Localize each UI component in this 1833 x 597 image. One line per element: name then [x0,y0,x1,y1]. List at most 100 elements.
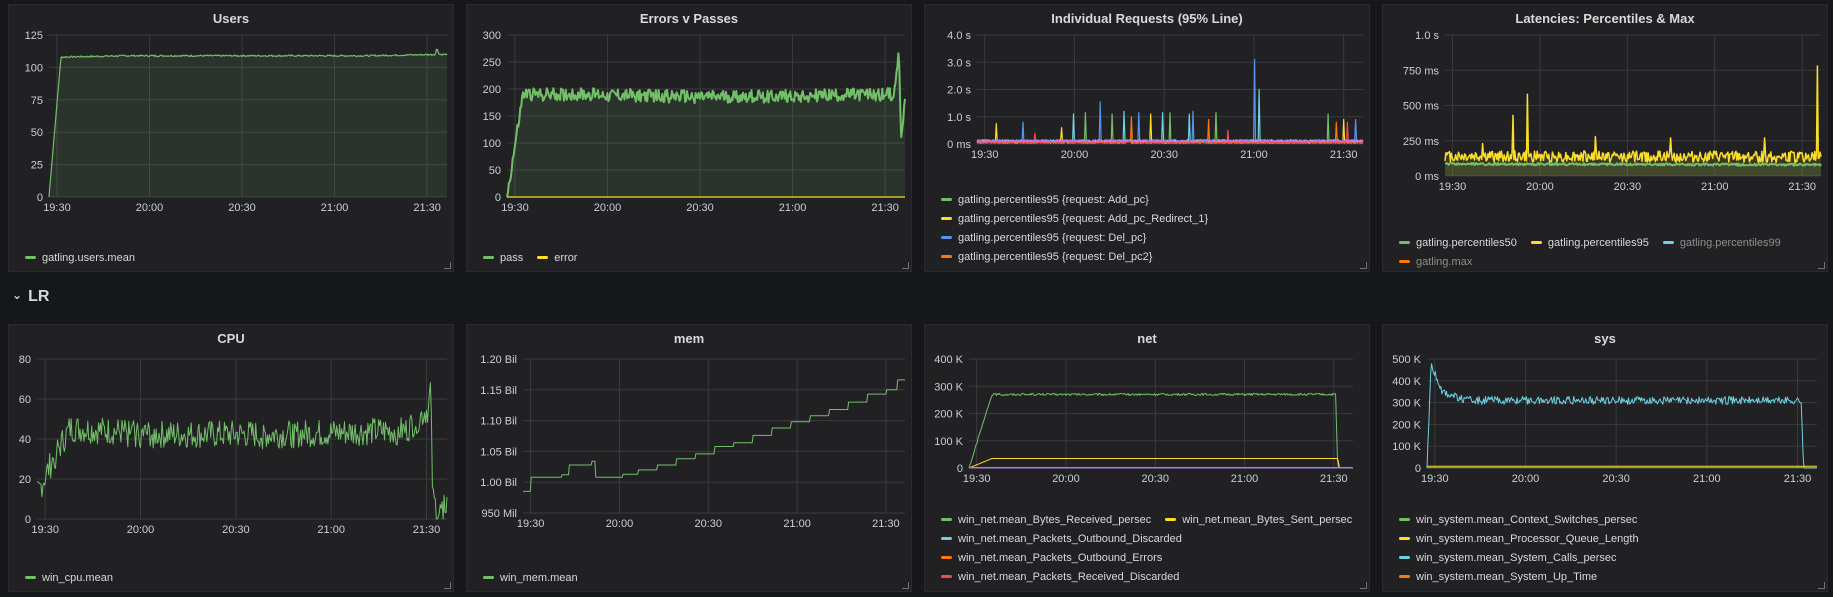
panel-title[interactable]: Users [212,11,250,26]
legend-swatch [1165,517,1177,521]
resize-handle[interactable] [1818,262,1825,269]
legend-row: win_system.mean_System_Calls_persec [1399,549,1819,568]
y-tick-label: 1.00 Bil [480,477,517,489]
legend-item[interactable]: win_mem.mean [483,569,578,588]
legend: gatling.users.mean [25,249,445,268]
panel-title[interactable]: sys [1594,331,1616,346]
legend-label: win_system.mean_Processor_Queue_Length [1416,533,1639,545]
x-tick-label: 19:30 [971,149,999,161]
panel-net[interactable]: net 0 100 K 200 K 300 K 400 K 19:30 20:00 20:30… [924,324,1370,592]
resize-handle[interactable] [902,582,909,589]
panel-title[interactable]: net [1137,331,1157,346]
legend-item[interactable]: gatling.percentiles95 {request: Add_pc_R… [941,210,1208,229]
legend-swatch [1399,574,1410,578]
legend-label: win_net.mean_Bytes_Sent_persec [1182,514,1353,526]
panel-title[interactable]: Errors v Passes [639,11,739,26]
legend-item[interactable]: gatling.percentiles95 {request: Add_pc} [941,191,1149,210]
panel-latencies[interactable]: Latencies: Percentiles & Max 0 ms 250 ms 5… [1382,4,1828,272]
x-tick-label: 20:30 [1602,473,1630,485]
panel-sys[interactable]: sys 0 100 K 200 K 300 K 400 K 500 K 19:30 20:00… [1382,324,1828,592]
x-tick-label: 19:30 [31,524,59,536]
y-tick-label: 950 Mil [482,508,517,520]
axes: 0 50 100 150 200 250 300 19:30 20:00 20:30 21:00 21… [483,30,905,214]
legend-item[interactable]: win_system.mean_Context_Switches_persec [1399,511,1637,530]
resize-handle[interactable] [1360,262,1367,269]
axes: 0 20 40 60 80 19:30 20:00 20:30 21:00 21:30 [19,354,447,536]
legend-label: gatling.max [1416,256,1473,268]
resize-handle[interactable] [444,582,451,589]
series-line [976,138,1364,143]
legend-row: gatling.percentiles95 {request: Add_pc_R… [941,210,1361,229]
row-header-lr[interactable]: ⌄ LR [12,288,49,308]
legend-item[interactable]: win_net.mean_Packets_Received_Discarded [941,568,1179,587]
y-tick-label: 250 ms [1403,136,1440,148]
legend-item[interactable]: win_net.mean_Bytes_Sent_persec [1165,511,1352,530]
legend-item[interactable]: gatling.percentiles50 [1399,234,1517,253]
x-tick-label: 20:00 [1512,473,1540,485]
panel-individual-requests[interactable]: Individual Requests (95% Line) 0 ms 1.0 s… [924,4,1370,272]
legend-item[interactable]: win_system.mean_System_Up_Time [1399,568,1597,587]
y-tick-label: 80 [19,354,31,366]
panel-title[interactable]: CPU [217,331,245,346]
y-tick-label: 2.0 s [947,85,971,97]
axes: 0 ms 250 ms 500 ms 750 ms 1.0 s 19:30 20:00 20:… [1403,30,1821,193]
x-tick-label: 21:30 [1788,181,1816,193]
series-area [49,49,447,198]
y-tick-label: 1.20 Bil [480,354,517,366]
y-tick-label: 0 [1415,463,1421,475]
legend-item[interactable]: win_cpu.mean [25,569,113,588]
legend-item[interactable]: gatling.max [1399,253,1472,272]
chevron-down-icon[interactable]: ⌄ [12,288,23,302]
legend-item[interactable]: gatling.percentiles95 [1530,234,1649,253]
panel-title[interactable]: Latencies: Percentiles & Max [1515,11,1695,26]
legend-item[interactable]: gatling.percentiles95 {request: Del_pc2} [941,248,1152,267]
legend-item[interactable]: error [537,249,577,268]
series-area [1445,66,1821,176]
x-tick-label: 21:30 [413,524,441,536]
legend-swatch [1530,240,1542,244]
legend-item[interactable]: gatling.percentiles95 {request: Del_pc} [941,229,1146,248]
y-tick-label: 0 ms [947,139,971,151]
legend-item[interactable]: win_system.mean_System_Calls_persec [1399,549,1617,568]
resize-handle[interactable] [902,262,909,269]
legend-swatch [1662,240,1674,244]
series-line [1444,162,1822,167]
legend-row: win_system.mean_System_Up_Time [1399,568,1819,587]
resize-handle[interactable] [1360,582,1367,589]
y-tick-label: 60 [19,394,31,406]
legend-swatch [1399,555,1410,559]
x-tick-label: 21:00 [1231,473,1259,485]
axes: 0 25 50 75 100 125 19:30 20:00 20:30 21:00 21:30 [25,30,447,214]
y-tick-label: 0 [25,514,31,526]
legend-item[interactable]: win_system.mean_Processor_Queue_Length [1399,530,1639,549]
legend-swatch [941,216,952,220]
legend-item[interactable]: win_net.mean_Packets_Outbound_Errors [941,549,1162,568]
y-tick-label: 1.05 Bil [480,446,517,458]
x-tick-label: 20:00 [606,518,634,530]
series-line [36,382,448,520]
legend-item[interactable]: pass [483,249,523,268]
x-tick-label: 20:30 [686,202,714,214]
y-tick-label: 50 [489,165,501,177]
legend-swatch [941,536,952,540]
panel-mem[interactable]: mem 950 Mil 1.00 Bil 1.05 Bil 1.10 Bil 1.15 … [466,324,912,592]
panel-users[interactable]: Users 0 25 50 75 100 125 19:30 20:00 20:30 21:00 2… [8,4,454,272]
panel-errors-v-passes[interactable]: Errors v Passes 0 50 100 150 200 250 300 19:30 2… [466,4,912,272]
x-tick-label: 20:30 [695,518,723,530]
x-tick-label: 21:00 [321,202,349,214]
y-tick-label: 150 [483,111,501,123]
legend-item[interactable]: win_net.mean_Bytes_Received_persec [941,511,1151,530]
legend-label: win_net.mean_Packets_Outbound_Discarded [958,533,1182,545]
legend-item[interactable]: gatling.percentiles99 [1662,234,1781,253]
legend: win_net.mean_Bytes_Received_persec win_ne… [941,511,1361,587]
axes: 0 100 K 200 K 300 K 400 K 500 K 19:30 20:00 20:3… [1392,354,1817,485]
requests-chart: 0 ms 1.0 s 2.0 s 3.0 s 4.0 s 19:30 20:00 20:30 2… [947,30,1364,161]
legend-item[interactable]: gatling.users.mean [25,249,135,268]
resize-handle[interactable] [444,262,451,269]
legend-item[interactable]: win_net.mean_Packets_Outbound_Discarded [941,530,1182,549]
panel-title[interactable]: Individual Requests (95% Line) [1051,11,1243,26]
resize-handle[interactable] [1818,582,1825,589]
cpu-chart: 0 20 40 60 80 19:30 20:00 20:30 21:00 21:30 [19,354,448,536]
panel-cpu[interactable]: CPU 0 20 40 60 80 19:30 20:00 20:30 21:00 21:30 w… [8,324,454,592]
panel-title[interactable]: mem [673,331,705,346]
